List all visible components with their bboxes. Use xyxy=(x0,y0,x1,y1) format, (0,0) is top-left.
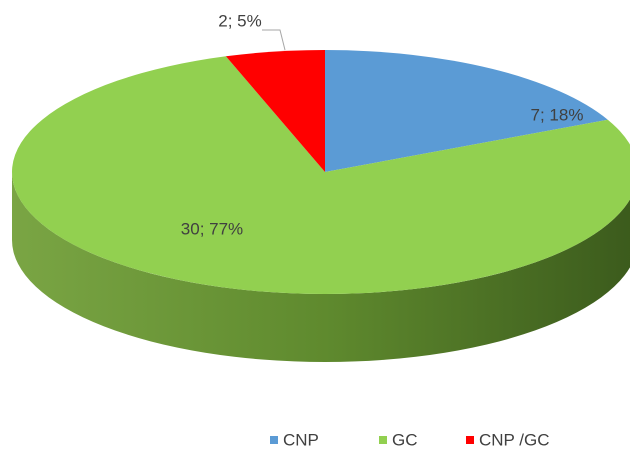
legend-label: GC xyxy=(392,430,418,449)
pie-slice xyxy=(325,50,608,172)
pie-side xyxy=(12,172,630,362)
pie xyxy=(12,50,630,362)
leader-line xyxy=(262,29,286,51)
legend-swatch xyxy=(270,436,278,444)
data-label: 7; 18% xyxy=(531,105,584,124)
pie-slice xyxy=(12,56,630,294)
legend-label: CNP /GC xyxy=(479,430,550,449)
pie-slice xyxy=(225,50,325,172)
legend-swatch xyxy=(379,436,387,444)
data-label: 2; 5% xyxy=(218,11,261,30)
legend-label: CNP xyxy=(283,430,319,449)
data-label: 30; 77% xyxy=(181,219,243,238)
legend-swatch xyxy=(466,436,474,444)
legend: CNP GC CNP /GC xyxy=(270,430,550,449)
data-labels: 7; 18% 30; 77% 2; 5% xyxy=(181,11,584,238)
